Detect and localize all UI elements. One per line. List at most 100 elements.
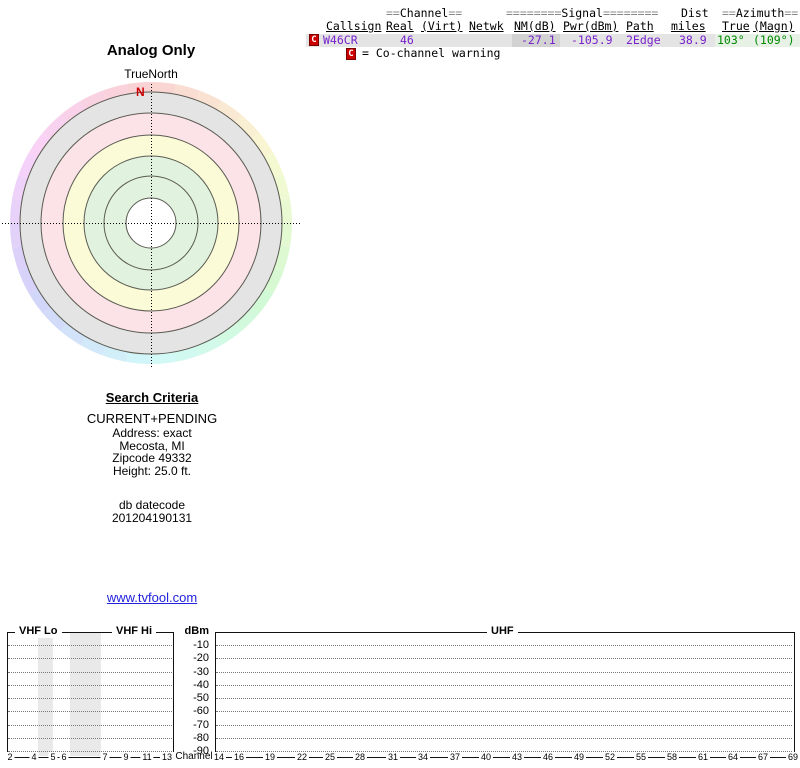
cell-azimuth-true: 103°	[717, 33, 745, 47]
channel-tick-label: 2	[5, 752, 15, 762]
channel-tick-label: 46	[540, 752, 556, 762]
search-criteria-line: Address: exact	[112, 426, 192, 440]
north-marker: N	[136, 85, 145, 99]
channel-tick-label: 28	[352, 752, 368, 762]
col-header-virt: (Virt)	[421, 19, 463, 33]
dbm-gridline	[216, 738, 792, 739]
dbm-gridline	[216, 751, 792, 752]
link-row: www.tvfool.com	[22, 590, 282, 605]
dbm-gridline	[8, 685, 172, 686]
channel-tick-label: 43	[509, 752, 525, 762]
dbm-tick-label: -80	[193, 732, 209, 744]
col-header-nmdb: NM(dB)	[514, 19, 556, 33]
col-header-magn: (Magn)	[753, 19, 795, 33]
legend-text: = Co-channel warning	[362, 46, 501, 60]
search-criteria-line: Zipcode 49332	[112, 451, 192, 465]
channel-tick-label: 64	[725, 752, 741, 762]
dbm-gridline	[216, 698, 792, 699]
channel-tick-label: 4	[29, 752, 39, 762]
dbm-tick-label: -70	[193, 719, 209, 731]
search-criteria-line: Height: 25.0 ft.	[112, 464, 192, 478]
nm-cell-highlight	[512, 34, 560, 47]
dbm-tick-label: -60	[193, 705, 209, 717]
dbm-tick-label: -50	[193, 692, 209, 704]
group-header-azimuth: ==Azimuth==	[722, 7, 798, 20]
channel-tick-label: 67	[755, 752, 771, 762]
dbm-gridline	[8, 711, 172, 712]
header-fill: ==	[784, 6, 799, 20]
dbm-tick-label: -10	[193, 639, 209, 651]
dbm-gridline	[216, 672, 792, 673]
radar-title: Analog Only	[106, 42, 196, 59]
fm-band-gap	[70, 633, 101, 756]
dbm-gridline	[8, 698, 172, 699]
cell-path: 2Edge	[626, 33, 661, 47]
col-header-netwk: Netwk	[469, 19, 504, 33]
group-header-channel: ==Channel==	[386, 7, 462, 20]
vhf-lo-label: VHF Lo	[15, 625, 62, 638]
group-header-dist: Dist	[681, 7, 709, 20]
channel-tick-label: 49	[571, 752, 587, 762]
search-criteria-line: Mecosta, MI	[119, 439, 185, 453]
channel-tick-label: 37	[447, 752, 463, 762]
dbm-gridline	[8, 751, 172, 752]
channel-tick-label: 52	[602, 752, 618, 762]
cell-real-channel: 46	[400, 33, 414, 47]
cell-nm-db: -27.1	[521, 33, 556, 47]
dbm-gridline	[216, 711, 792, 712]
dbm-tick-label: -40	[193, 679, 209, 691]
header-fill: ==	[386, 6, 400, 20]
cell-pwr-dbm: -105.9	[571, 33, 613, 47]
tvfool-link[interactable]: www.tvfool.com	[106, 590, 198, 605]
channel-tick-label: 11	[140, 752, 154, 762]
dbm-gridline	[8, 725, 172, 726]
dbm-gridline	[8, 672, 172, 673]
col-header-callsign: Callsign	[326, 19, 382, 33]
dbm-tick-label: -90	[193, 745, 209, 757]
uhf-panel	[215, 632, 795, 758]
header-fill: ========	[602, 6, 659, 20]
cell-azimuth-magn: (109°)	[753, 33, 795, 47]
channel-tick-label: 19	[262, 752, 278, 762]
search-criteria-heading: Search Criteria	[105, 390, 199, 405]
channel-tick-label: 31	[385, 752, 401, 762]
db-datecode-label: db datecode	[118, 498, 186, 512]
channel-tick-label: 34	[415, 752, 431, 762]
dbm-gridline	[216, 645, 792, 646]
uhf-label: UHF	[487, 625, 518, 638]
header-label: Signal	[561, 6, 603, 20]
col-header-true: True	[722, 19, 750, 33]
col-header-pwrdbm: Pwr(dBm)	[563, 19, 619, 33]
channel-tick-label: 14	[211, 752, 227, 762]
header-label: Azimuth	[735, 6, 785, 20]
col-header-real: Real	[386, 19, 414, 33]
dbm-gridline	[216, 685, 792, 686]
dbm-gridline	[216, 658, 792, 659]
channel-tick-label: 58	[664, 752, 680, 762]
channel-tick-label: 7	[100, 752, 110, 762]
cell-miles: 38.9	[679, 33, 707, 47]
dbm-axis-label: dBm	[184, 625, 209, 637]
azimuth-cell-background	[715, 34, 800, 47]
group-header-signal: ========Signal========	[506, 7, 658, 20]
channel-tick-label: 61	[695, 752, 711, 762]
channel-tick-label: 22	[294, 752, 310, 762]
radar-orientation-label: TrueNorth	[124, 67, 178, 81]
channel-tick-label: 16	[231, 752, 247, 762]
channel-tick-label: 25	[322, 752, 338, 762]
channel-tick-label: 13	[159, 752, 175, 762]
cell-callsign: W46CR	[323, 33, 358, 47]
header-fill: ========	[506, 6, 562, 20]
channel-tick-label: 55	[633, 752, 649, 762]
search-criteria-line: CURRENT+PENDING	[86, 411, 218, 426]
vhf-panel	[7, 632, 174, 758]
channel-tick-label: 5	[48, 752, 58, 762]
radar-plot	[2, 82, 300, 368]
col-header-miles: miles	[671, 19, 706, 33]
db-datecode-value: 201204190131	[111, 511, 193, 525]
channel-tick-label: 69	[785, 752, 800, 762]
row-background	[306, 34, 715, 47]
dbm-tick-label: -20	[193, 652, 209, 664]
header-fill: ==	[722, 6, 736, 20]
